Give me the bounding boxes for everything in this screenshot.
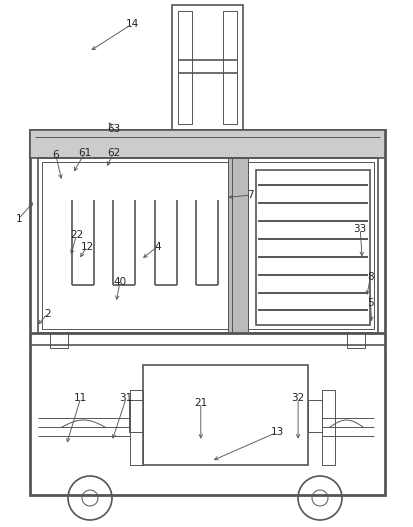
Bar — [30, 130, 384, 495]
Text: 61: 61 — [78, 148, 91, 158]
Text: 4: 4 — [154, 242, 160, 251]
Bar — [129, 400, 142, 432]
Text: 7: 7 — [247, 190, 253, 200]
Text: 22: 22 — [70, 230, 83, 239]
Text: 63: 63 — [107, 124, 120, 134]
Bar — [171, 5, 242, 130]
Bar — [228, 158, 247, 333]
Bar — [30, 130, 384, 158]
Text: 13: 13 — [270, 427, 283, 437]
Bar — [50, 333, 68, 348]
Bar — [130, 390, 142, 465]
Bar — [42, 162, 228, 329]
Bar — [178, 11, 192, 124]
Bar — [346, 333, 364, 348]
Bar — [38, 158, 377, 333]
Text: 62: 62 — [107, 148, 120, 158]
Text: 2: 2 — [44, 309, 51, 318]
Text: 6: 6 — [52, 151, 59, 160]
Bar — [307, 400, 321, 432]
Text: 8: 8 — [366, 272, 373, 281]
Text: 5: 5 — [366, 298, 373, 308]
Text: 1: 1 — [15, 214, 22, 223]
Bar — [255, 170, 369, 325]
Bar — [142, 365, 307, 465]
Text: 14: 14 — [126, 19, 139, 28]
Text: 31: 31 — [119, 393, 133, 403]
Text: 11: 11 — [74, 393, 87, 403]
Bar — [247, 162, 373, 329]
Text: 21: 21 — [194, 398, 207, 408]
Text: 33: 33 — [353, 225, 366, 234]
Text: 40: 40 — [113, 277, 126, 287]
Bar — [321, 390, 334, 465]
Text: 32: 32 — [291, 393, 304, 403]
Text: 12: 12 — [80, 242, 93, 251]
Bar — [223, 11, 236, 124]
